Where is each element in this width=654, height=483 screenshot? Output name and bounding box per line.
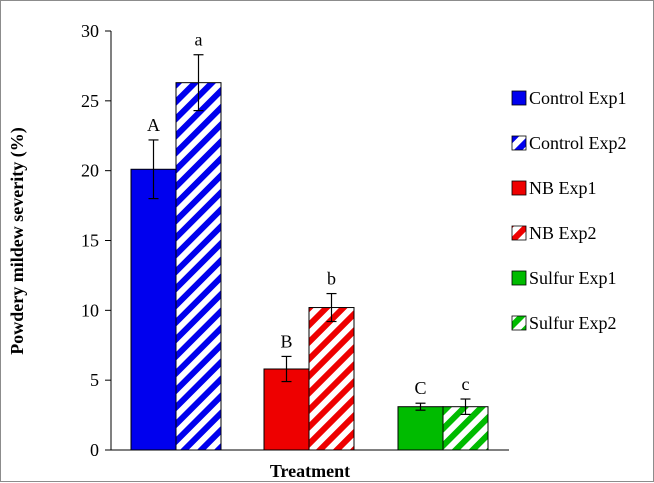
legend: Control Exp1 Control Exp2 NB Exp1 NB Exp2 Su… xyxy=(511,88,627,333)
legend-swatch-sulfur-exp1 xyxy=(511,270,527,286)
legend-swatch-control-exp2 xyxy=(511,135,527,151)
y-tick-label: 10 xyxy=(81,300,99,320)
legend-swatch-sulfur-exp2 xyxy=(511,315,527,331)
legend-swatch-control-exp1 xyxy=(511,90,527,106)
significance-label: b xyxy=(327,269,336,289)
bar-sulfur-exp1 xyxy=(397,406,444,451)
significance-label: A xyxy=(147,115,160,135)
legend-label-nb-exp2: NB Exp2 xyxy=(529,223,597,243)
legend-label-sulfur-exp1: Sulfur Exp1 xyxy=(529,268,617,288)
bar-nb-exp1 xyxy=(263,368,310,451)
y-tick-label: 20 xyxy=(81,161,99,181)
legend-label-control-exp2: Control Exp2 xyxy=(529,133,627,153)
legend-label-nb-exp1: NB Exp1 xyxy=(529,178,597,198)
y-axis-title: Powdery mildew severity (%) xyxy=(7,127,28,354)
y-tick-label: 25 xyxy=(81,91,99,111)
legend-label-control-exp1: Control Exp1 xyxy=(529,88,627,108)
significance-label: B xyxy=(280,331,292,351)
significance-label: c xyxy=(462,374,470,394)
y-tick-label: 15 xyxy=(81,231,99,251)
bar-control-exp1 xyxy=(130,168,177,451)
y-tick-label: 0 xyxy=(90,440,99,460)
legend-swatch-nb-exp2 xyxy=(511,225,527,241)
legend-swatch-nb-exp1 xyxy=(511,180,527,196)
y-tick-label: 5 xyxy=(90,370,99,390)
legend-label-sulfur-exp2: Sulfur Exp2 xyxy=(529,313,617,333)
bar-nb-exp2 xyxy=(308,307,355,451)
significance-label: a xyxy=(195,30,203,50)
x-axis-title: Treatment xyxy=(270,461,350,481)
significance-label: C xyxy=(414,378,426,398)
y-tick-label: 30 xyxy=(81,21,99,41)
bar-control-exp2 xyxy=(175,82,222,451)
